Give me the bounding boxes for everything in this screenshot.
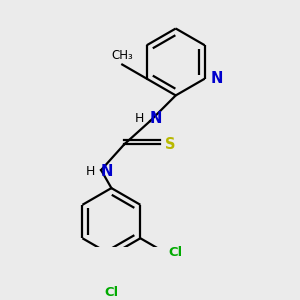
Text: N: N xyxy=(210,71,223,86)
Text: H: H xyxy=(135,112,144,124)
Text: Cl: Cl xyxy=(104,286,118,299)
Text: N: N xyxy=(150,111,162,126)
Text: S: S xyxy=(165,137,175,152)
Text: Cl: Cl xyxy=(168,246,182,259)
Text: H: H xyxy=(86,165,95,178)
Text: N: N xyxy=(101,164,113,179)
Text: CH₃: CH₃ xyxy=(111,50,133,62)
